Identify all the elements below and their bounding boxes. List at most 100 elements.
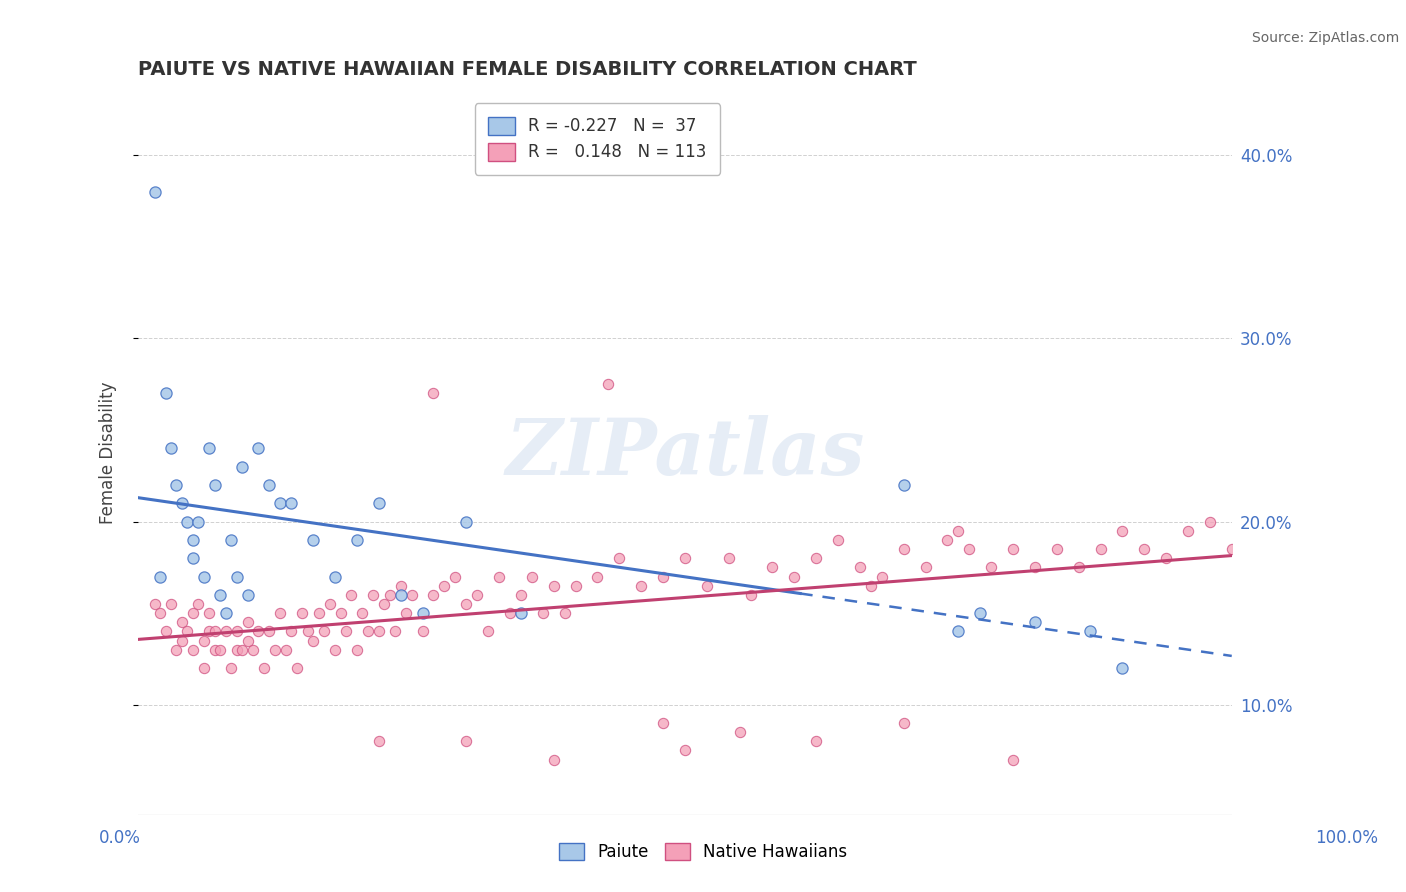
Point xyxy=(155,624,177,639)
Point xyxy=(149,606,172,620)
Point xyxy=(193,661,215,675)
Point xyxy=(340,588,363,602)
Point xyxy=(291,606,314,620)
Point xyxy=(181,642,204,657)
Point xyxy=(1090,542,1112,557)
Point xyxy=(936,533,959,547)
Point xyxy=(373,597,395,611)
Point xyxy=(231,459,253,474)
Point xyxy=(193,569,215,583)
Point xyxy=(297,624,319,639)
Point xyxy=(187,515,209,529)
Point xyxy=(652,569,675,583)
Point xyxy=(357,624,380,639)
Legend: Paiute, Native Hawaiians: Paiute, Native Hawaiians xyxy=(553,836,853,868)
Point xyxy=(477,624,499,639)
Point xyxy=(236,633,259,648)
Point xyxy=(740,588,762,602)
Text: ZIPatlas: ZIPatlas xyxy=(505,415,865,491)
Point xyxy=(893,716,915,731)
Point xyxy=(849,560,872,574)
Point xyxy=(253,661,276,675)
Point xyxy=(1133,542,1156,557)
Point xyxy=(231,642,253,657)
Point xyxy=(363,588,385,602)
Point xyxy=(696,579,718,593)
Point xyxy=(1154,551,1177,566)
Y-axis label: Female Disability: Female Disability xyxy=(100,382,117,524)
Point xyxy=(465,588,488,602)
Point xyxy=(170,633,193,648)
Point xyxy=(346,642,368,657)
Point xyxy=(181,606,204,620)
Point xyxy=(728,725,751,739)
Point xyxy=(242,642,264,657)
Point xyxy=(893,542,915,557)
Point xyxy=(412,606,434,620)
Point xyxy=(433,579,456,593)
Point xyxy=(367,734,389,748)
Point xyxy=(215,624,238,639)
Point xyxy=(980,560,1002,574)
Point xyxy=(859,579,882,593)
Point xyxy=(280,624,302,639)
Point xyxy=(456,734,478,748)
Point xyxy=(225,624,247,639)
Point xyxy=(1002,753,1025,767)
Point xyxy=(225,642,247,657)
Point xyxy=(630,579,652,593)
Point xyxy=(198,624,221,639)
Point xyxy=(1024,560,1046,574)
Point xyxy=(143,185,166,199)
Point xyxy=(143,597,166,611)
Point xyxy=(586,569,609,583)
Point xyxy=(456,515,478,529)
Legend: R = -0.227   N =  37, R =   0.148   N = 113: R = -0.227 N = 37, R = 0.148 N = 113 xyxy=(475,103,720,175)
Point xyxy=(318,597,340,611)
Point xyxy=(827,533,849,547)
Point xyxy=(215,606,238,620)
Point xyxy=(609,551,631,566)
Point xyxy=(510,588,533,602)
Point xyxy=(1111,661,1133,675)
Point xyxy=(893,478,915,492)
Point xyxy=(652,716,675,731)
Point xyxy=(1111,524,1133,538)
Point xyxy=(384,624,406,639)
Point xyxy=(236,615,259,630)
Point xyxy=(422,588,444,602)
Point xyxy=(531,606,554,620)
Point xyxy=(412,624,434,639)
Point xyxy=(1067,560,1090,574)
Point xyxy=(308,606,330,620)
Point xyxy=(395,606,418,620)
Text: PAIUTE VS NATIVE HAWAIIAN FEMALE DISABILITY CORRELATION CHART: PAIUTE VS NATIVE HAWAIIAN FEMALE DISABIL… xyxy=(138,60,917,78)
Point xyxy=(155,386,177,401)
Point xyxy=(948,524,970,538)
Point xyxy=(554,606,576,620)
Point xyxy=(543,753,565,767)
Point xyxy=(225,569,247,583)
Point xyxy=(274,642,297,657)
Point xyxy=(1002,542,1025,557)
Point xyxy=(456,597,478,611)
Point xyxy=(444,569,467,583)
Point xyxy=(247,442,270,456)
Point xyxy=(352,606,374,620)
Point xyxy=(1199,515,1222,529)
Point xyxy=(198,442,221,456)
Point xyxy=(170,615,193,630)
Point xyxy=(914,560,936,574)
Point xyxy=(329,606,352,620)
Point xyxy=(543,579,565,593)
Point xyxy=(499,606,522,620)
Point xyxy=(269,606,291,620)
Point xyxy=(204,642,226,657)
Point xyxy=(176,515,198,529)
Point xyxy=(510,606,533,620)
Text: Source: ZipAtlas.com: Source: ZipAtlas.com xyxy=(1251,31,1399,45)
Point xyxy=(389,579,412,593)
Point xyxy=(302,633,325,648)
Point xyxy=(673,551,696,566)
Point xyxy=(673,743,696,757)
